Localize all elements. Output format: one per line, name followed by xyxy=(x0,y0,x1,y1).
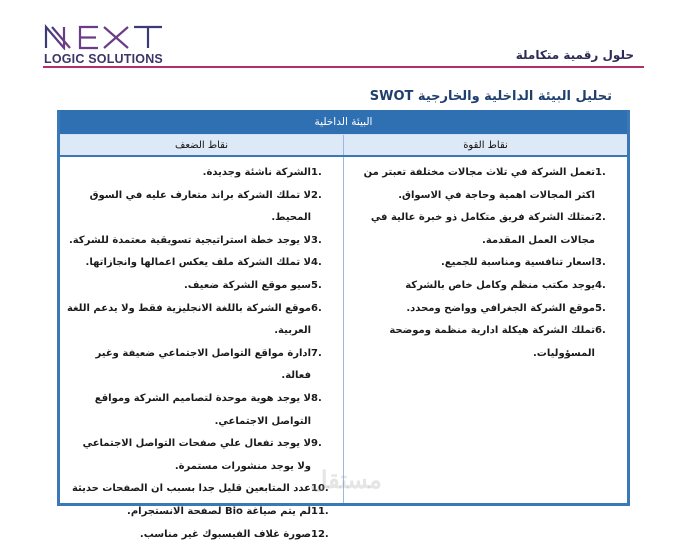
item-number: 5. xyxy=(311,275,333,298)
item-text: تملك الشركة هيكلة ادارية منظمة وموضحة ال… xyxy=(350,320,595,365)
weaknesses-header: نقاط الضعف xyxy=(60,135,343,155)
logo-subtitle: LOGIC SOLUTIONS xyxy=(44,52,184,66)
item-number: 4. xyxy=(311,252,333,275)
item-number: 2. xyxy=(595,207,617,252)
item-number: 12. xyxy=(311,524,333,546)
item-text: عدد المتابعين قليل جدا بسبب ان الصفحات ح… xyxy=(66,478,311,501)
item-number: 6. xyxy=(311,298,333,343)
swot-table: البيئة الداخلية نقاط القوة نقاط الضعف 1.… xyxy=(57,110,630,506)
list-item: 3.اسعار تنافسية ومناسبة للجميع. xyxy=(350,252,617,275)
item-number: 1. xyxy=(311,162,333,185)
weaknesses-column: 1.الشركة ناشئة وجديدة.2.لا تملك الشركة ب… xyxy=(60,157,343,503)
item-text: لا يوجد هوية موحدة لتصاميم الشركة ومواقع… xyxy=(66,388,311,433)
item-text: موقع الشركة الجغرافي وواضح ومحدد. xyxy=(350,298,595,321)
strengths-header: نقاط القوة xyxy=(343,135,627,155)
list-item: 7.ادارة مواقع التواصل الاجتماعي ضعيفة وغ… xyxy=(66,343,333,388)
item-text: لا يوجد تفعال علي صفحات التواصل الاجتماع… xyxy=(66,433,311,478)
item-number: 2. xyxy=(311,185,333,230)
item-number: 7. xyxy=(311,343,333,388)
item-number: 8. xyxy=(311,388,333,433)
tagline: حلول رقمية متكاملة xyxy=(516,48,634,62)
item-text: لا تملك الشركة ملف يعكس اعمالها وانجازات… xyxy=(66,252,311,275)
item-number: 3. xyxy=(311,230,333,253)
list-item: 6.تملك الشركة هيكلة ادارية منظمة وموضحة … xyxy=(350,320,617,365)
item-text: لا تملك الشركة براند متعارف عليه في السو… xyxy=(66,185,311,230)
page-title: تحليل البيئة الداخلية والخارجية SWOT xyxy=(370,89,612,104)
list-item: 1.تعمل الشركة في تلاث مجالات مختلفة تعبت… xyxy=(350,162,617,207)
list-item: 10.عدد المتابعين قليل جدا بسبب ان الصفحا… xyxy=(66,478,333,501)
list-item: 5.موقع الشركة الجغرافي وواضح ومحدد. xyxy=(350,298,617,321)
item-number: 1. xyxy=(595,162,617,207)
next-logo-icon xyxy=(44,24,176,50)
company-logo: LOGIC SOLUTIONS xyxy=(44,24,184,66)
list-item: 2.تمتلك الشركة فريق متكامل ذو خبرة عالية… xyxy=(350,207,617,252)
item-text: تعمل الشركة في تلاث مجالات مختلفة تعبتر … xyxy=(350,162,595,207)
list-item: 6.موقع الشركة باللغة الانجليزية فقط ولا … xyxy=(66,298,333,343)
item-number: 4. xyxy=(595,275,617,298)
list-item: 8.لا يوجد هوية موحدة لتصاميم الشركة وموا… xyxy=(66,388,333,433)
list-item: 4.يوجد مكتب منظم وكامل خاص بالشركة xyxy=(350,275,617,298)
item-text: سيو موقع الشركة ضعيف. xyxy=(66,275,311,298)
list-item: 1.الشركة ناشئة وجديدة. xyxy=(66,162,333,185)
list-item: 5.سيو موقع الشركة ضعيف. xyxy=(66,275,333,298)
item-text: لا يوجد خطة استراتيجية تسويقية معتمدة لل… xyxy=(66,230,311,253)
list-item: 12.صورة غلاف الفيسبوك غير مناسب. xyxy=(66,524,333,546)
item-text: اسعار تنافسية ومناسبة للجميع. xyxy=(350,252,595,275)
list-item: 11.لم يتم صياغة Bio لصفحة الانستجرام. xyxy=(66,501,333,524)
item-text: موقع الشركة باللغة الانجليزية فقط ولا يد… xyxy=(66,298,311,343)
item-number: 11. xyxy=(311,501,333,524)
item-text: صورة غلاف الفيسبوك غير مناسب. xyxy=(66,524,311,546)
item-text: تمتلك الشركة فريق متكامل ذو خبرة عالية ف… xyxy=(350,207,595,252)
list-item: 3.لا يوجد خطة استراتيجية تسويقية معتمدة … xyxy=(66,230,333,253)
strengths-column: 1.تعمل الشركة في تلاث مجالات مختلفة تعبت… xyxy=(343,157,627,503)
watermark: مستقل xyxy=(310,466,382,495)
item-text: ادارة مواقع التواصل الاجتماعي ضعيفة وغير… xyxy=(66,343,311,388)
item-text: لم يتم صياغة Bio لصفحة الانستجرام. xyxy=(66,501,311,524)
item-number: 5. xyxy=(595,298,617,321)
list-item: 2.لا تملك الشركة براند متعارف عليه في ال… xyxy=(66,185,333,230)
item-text: الشركة ناشئة وجديدة. xyxy=(66,162,311,185)
section-header: البيئة الداخلية xyxy=(60,110,627,135)
header-divider xyxy=(43,66,644,68)
item-text: يوجد مكتب منظم وكامل خاص بالشركة xyxy=(350,275,595,298)
list-item: 9.لا يوجد تفعال علي صفحات التواصل الاجتم… xyxy=(66,433,333,478)
item-number: 6. xyxy=(595,320,617,365)
list-item: 4.لا تملك الشركة ملف يعكس اعمالها وانجاز… xyxy=(66,252,333,275)
item-number: 3. xyxy=(595,252,617,275)
